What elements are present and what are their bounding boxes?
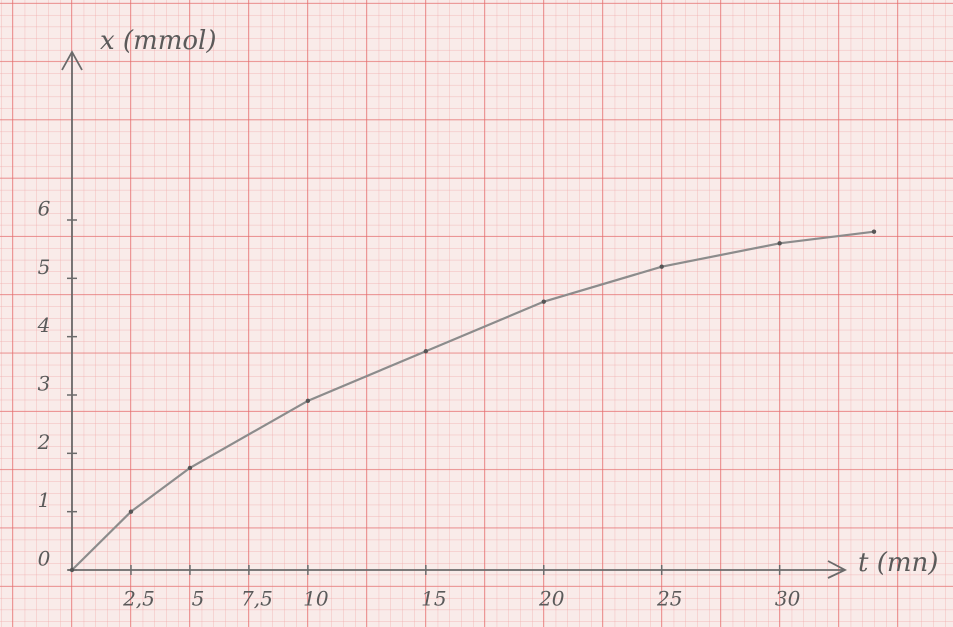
axes [61, 50, 848, 579]
data-point [777, 241, 782, 246]
x-axis-title: t (mn) [858, 548, 938, 578]
data-point [423, 349, 429, 354]
x-tick-label: 10 [303, 587, 329, 611]
data-point [305, 398, 311, 404]
y-tick-label: 4 [37, 313, 51, 337]
y-tick-label: 2 [37, 430, 51, 454]
y-arrow [61, 50, 83, 71]
data-point [659, 264, 664, 269]
x-tick-label: 25 [656, 587, 682, 611]
x-tick-label: 2,5 [122, 587, 155, 611]
data-point [541, 299, 546, 304]
x-arrow [827, 560, 848, 579]
data-point [187, 465, 193, 471]
y-tick-label: 5 [38, 255, 51, 279]
data-point [128, 509, 134, 514]
x-tick-label: 5 [192, 587, 205, 611]
x-tick-label: 30 [775, 587, 801, 611]
x-tick-label: 7,5 [241, 587, 273, 611]
x-tick-label: 20 [538, 587, 565, 611]
data-point [69, 567, 75, 573]
y-tick-label: 1 [38, 488, 51, 512]
x-tick-label: 15 [421, 587, 446, 611]
y-tick-label: 0 [38, 547, 51, 571]
y-tick-label: 6 [38, 197, 51, 221]
y-axis-title: x (mmol) [100, 26, 217, 56]
data-point [871, 229, 877, 234]
y-tick-label: 3 [38, 372, 51, 396]
